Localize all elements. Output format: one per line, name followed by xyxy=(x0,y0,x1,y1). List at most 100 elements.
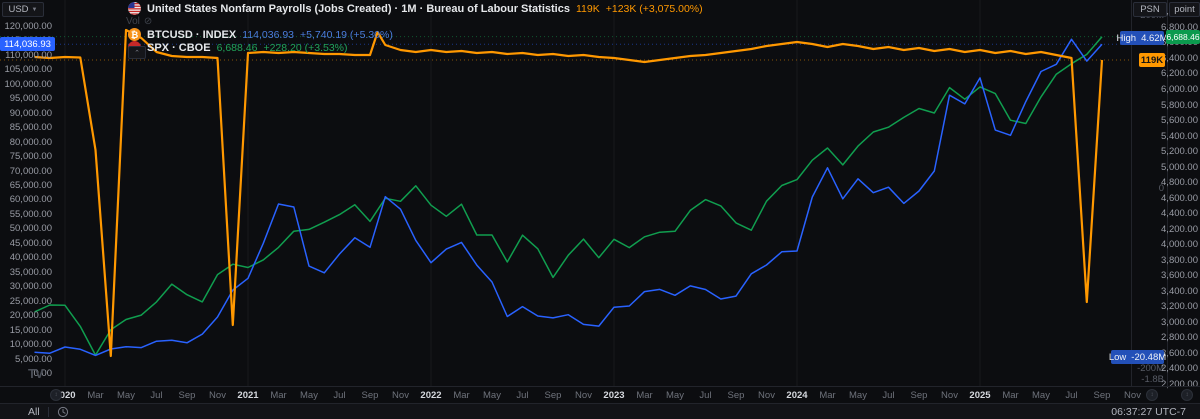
scale-adjust-button-psn[interactable]: ↕ xyxy=(1146,389,1158,401)
time-axis-label: Jul xyxy=(150,390,163,401)
time-axis-label: Nov xyxy=(1124,390,1141,401)
low-label: Low xyxy=(1108,351,1127,363)
legend-row-payrolls[interactable]: United States Nonfarm Payrolls (Jobs Cre… xyxy=(128,2,703,15)
time-axis-label: 2023 xyxy=(603,390,625,401)
time-axis-label: Sep xyxy=(910,390,928,401)
psn-axis-label: -1.8B xyxy=(1141,374,1164,385)
left-axis-label: 120,000.00 xyxy=(4,21,52,32)
time-axis-label: Jul xyxy=(333,390,346,401)
legend-row-volume[interactable]: Vol ⊘ xyxy=(126,16,703,27)
payroll-high-badge: High 4.62M xyxy=(1117,31,1168,45)
point-axis-label: 2,800.00 xyxy=(1161,332,1198,344)
point-axis-label: 5,800.00 xyxy=(1161,99,1198,111)
scale-adjust-button-point[interactable]: ↕ xyxy=(1181,389,1193,401)
left-axis-label: 10,000.00 xyxy=(9,339,52,351)
point-axis-label: 6,200.00 xyxy=(1161,68,1198,80)
time-axis-label: May xyxy=(300,390,318,401)
time-axis-label: Mar xyxy=(453,390,470,401)
point-axis-label: 4,000.00 xyxy=(1161,239,1198,251)
chart-plot-area[interactable]: TV xyxy=(0,0,1131,386)
time-axis-label: Nov xyxy=(575,390,592,401)
legend-row-spx[interactable]: 500 SPX · CBOE 6,688.46 +228.20 (+3.53%) xyxy=(128,41,703,54)
left-axis-label: 30,000.00 xyxy=(9,281,52,293)
time-axis-label: Nov xyxy=(209,390,226,401)
us-flag-icon xyxy=(128,2,141,15)
time-axis-label: Jul xyxy=(1065,390,1078,401)
time-axis-label: Nov xyxy=(758,390,775,401)
payrolls-change: +123K (+3,075.00%) xyxy=(605,2,703,15)
point-axis-label: 6,800.00 xyxy=(1161,21,1198,33)
left-axis-label: 25,000.00 xyxy=(9,295,52,307)
time-axis-label: Sep xyxy=(544,390,562,401)
btc-name: BTCUSD · INDEX xyxy=(147,28,237,41)
left-axis-label: 0.00 xyxy=(33,367,53,379)
left-axis-label: 5,000.00 xyxy=(15,353,52,365)
left-axis-label: 15,000.00 xyxy=(9,324,52,336)
time-axis-label: Sep xyxy=(727,390,745,401)
time-axis-label: 2024 xyxy=(786,390,808,401)
time-axis-label: Mar xyxy=(636,390,653,401)
point-axis-label: 5,200.00 xyxy=(1161,146,1198,158)
time-axis-label: Jul xyxy=(882,390,895,401)
left-scale-unit-label: USD xyxy=(8,4,29,15)
time-axis[interactable]: 2020 Mar May Jul Sep Nov 2021 Mar May Jul Sep Nov 20… xyxy=(0,386,1200,403)
btc-value: 114,036.93 xyxy=(242,28,295,41)
time-axis-label: Sep xyxy=(361,390,379,401)
left-axis-label: 65,000.00 xyxy=(9,180,52,192)
left-axis-label: 75,000.00 xyxy=(9,151,52,163)
point-axis-label: 3,200.00 xyxy=(1161,301,1198,313)
time-axis-label: Mar xyxy=(270,390,287,401)
time-axis-label: May xyxy=(483,390,501,401)
time-axis-label: 2025 xyxy=(969,390,991,401)
point-axis-label: 2,400.00 xyxy=(1161,363,1198,375)
point-axis-label: 2,200.00 xyxy=(1161,378,1198,390)
left-axis-label: 100,000.00 xyxy=(4,78,52,90)
legend-collapse-button[interactable]: ⌃ xyxy=(128,46,146,59)
point-axis-label: 4,200.00 xyxy=(1161,223,1198,235)
psn-scale-label: PSN xyxy=(1140,4,1160,15)
chart-canvas xyxy=(0,0,1131,386)
time-axis-label: May xyxy=(117,390,135,401)
time-axis-label: 2020 xyxy=(54,390,76,401)
scale-adjust-button-left[interactable]: ↕ xyxy=(50,389,62,401)
point-price-scale[interactable]: 7,000.006,800.006,600.006,400.006,200.00… xyxy=(1161,0,1200,389)
left-axis-label: 110,000.00 xyxy=(5,49,52,61)
time-axis-label: Sep xyxy=(178,390,196,401)
left-axis-label: 40,000.00 xyxy=(9,252,52,264)
time-axis-label: Mar xyxy=(1002,390,1019,401)
spx-value: 6,688.46 xyxy=(216,41,258,54)
point-axis-label: 5,400.00 xyxy=(1161,130,1198,142)
payrolls-title: United States Nonfarm Payrolls (Jobs Cre… xyxy=(147,2,570,15)
low-value: -20.48M xyxy=(1131,351,1167,363)
left-axis-label: 20,000.00 xyxy=(9,310,52,322)
eye-off-icon[interactable]: ⊘ xyxy=(143,16,153,27)
time-axis-label: Mar xyxy=(819,390,836,401)
payroll-low-badge: Low -20.48M xyxy=(1108,350,1167,364)
clock-time[interactable]: 06:37:27 UTC-7 xyxy=(1111,406,1186,418)
left-axis-label: 85,000.00 xyxy=(9,122,52,134)
goto-date-clock-icon[interactable] xyxy=(57,406,69,418)
point-axis-label: 5,000.00 xyxy=(1161,161,1198,173)
btc-change: +5,740.19 (+5.30%) xyxy=(300,28,393,41)
legend-row-btc[interactable]: ₿ BTCUSD · INDEX 114,036.93 +5,740.19 (+… xyxy=(128,28,703,41)
point-scale-label: point xyxy=(1174,4,1195,15)
left-axis-label: 90,000.00 xyxy=(9,107,52,119)
left-axis-label: 50,000.00 xyxy=(9,223,52,235)
toolbar-divider xyxy=(47,407,49,417)
high-value: 4.62M xyxy=(1141,32,1168,44)
tradingview-logo[interactable]: TV xyxy=(28,366,44,381)
left-scale-unit-button[interactable]: USD ▼ xyxy=(2,2,44,17)
spx-change: +228.20 (+3.53%) xyxy=(263,41,348,54)
bitcoin-icon: ₿ xyxy=(128,28,141,41)
point-axis-label: 5,600.00 xyxy=(1161,115,1198,127)
point-scale-button[interactable]: point xyxy=(1169,2,1200,17)
psn-scale-button[interactable]: PSN xyxy=(1133,2,1167,17)
time-axis-label: Nov xyxy=(392,390,409,401)
volume-label: Vol xyxy=(126,16,140,27)
range-all-button[interactable]: All xyxy=(28,406,40,418)
left-axis-label: 105,000.00 xyxy=(4,64,52,76)
btc-price-badge: 114,036.93 xyxy=(0,37,55,51)
left-axis-label: 60,000.00 xyxy=(9,194,52,206)
spx-name: SPX · CBOE xyxy=(147,41,211,54)
time-axis-label: May xyxy=(849,390,867,401)
